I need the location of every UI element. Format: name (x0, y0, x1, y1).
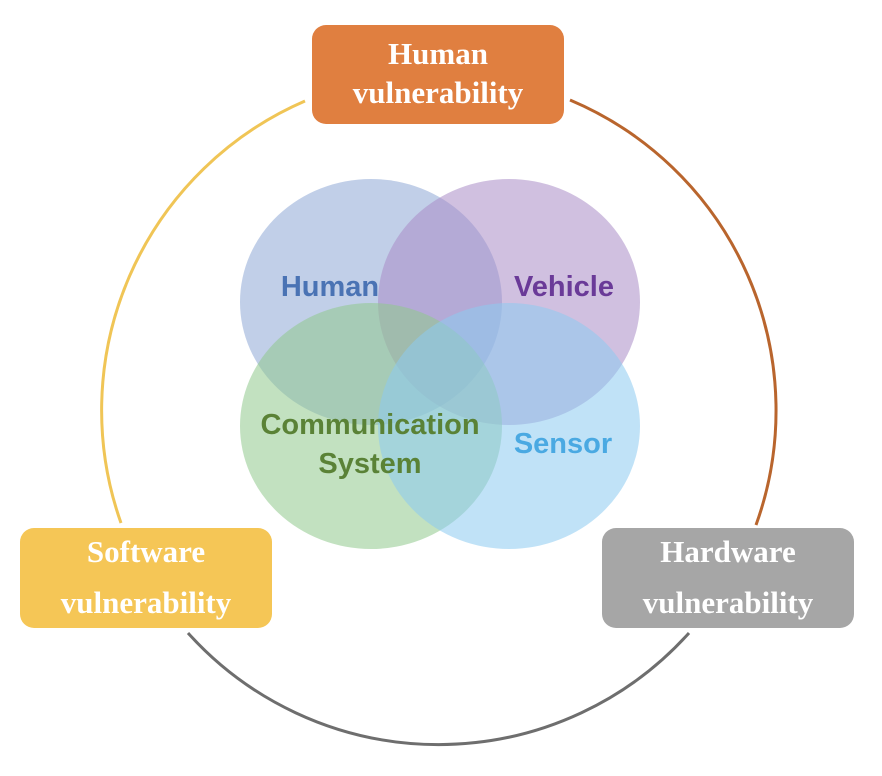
venn-label-human: Human (281, 271, 379, 303)
software-vulnerability-line2: vulnerability (61, 585, 232, 620)
human-vulnerability-box (312, 25, 564, 124)
software-vulnerability-box (20, 528, 272, 628)
human-vulnerability-line2: vulnerability (353, 75, 524, 110)
arc-hardware-to-software (186, 631, 691, 746)
venn-circle-sensor (378, 303, 640, 549)
software-vulnerability-line1: Software (87, 534, 205, 569)
hardware-vulnerability-line1: Hardware (660, 534, 795, 569)
human-vulnerability-line1: Human (388, 36, 488, 71)
venn-label-system: System (318, 448, 421, 480)
venn-label-communication: Communication (260, 409, 479, 441)
arc-human-to-hardware (569, 98, 778, 526)
arc-software-to-human (100, 99, 306, 524)
venn-label-sensor: Sensor (514, 428, 612, 460)
hardware-vulnerability-box (602, 528, 854, 628)
venn-label-vehicle: Vehicle (514, 271, 614, 303)
hardware-vulnerability-line2: vulnerability (643, 585, 814, 620)
